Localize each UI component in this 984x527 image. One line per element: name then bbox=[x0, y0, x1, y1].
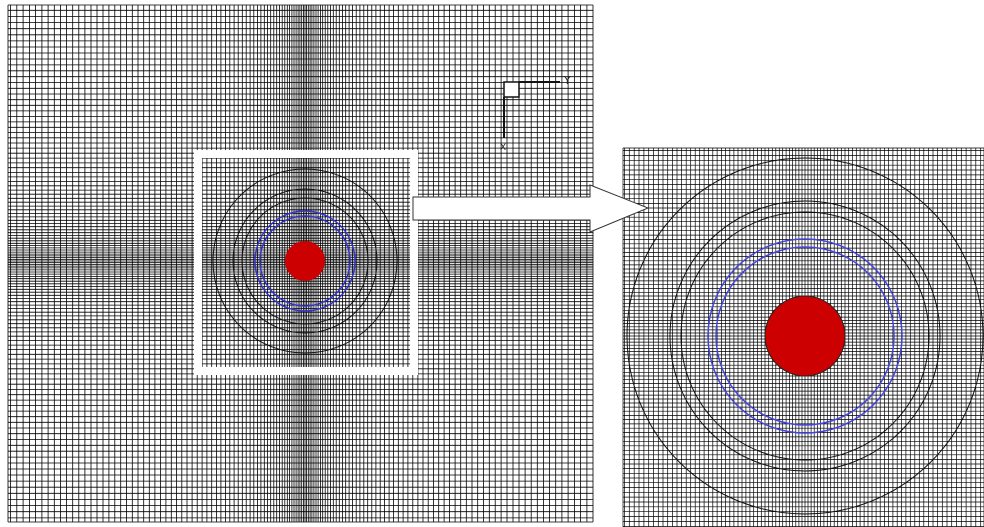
cylinder-zoomed bbox=[764, 295, 846, 377]
ring-blue bbox=[254, 210, 356, 312]
ring-blue bbox=[707, 238, 903, 434]
left-rings bbox=[212, 168, 398, 354]
zoom-arrow bbox=[412, 184, 650, 233]
axis-label-x: X bbox=[500, 143, 506, 153]
cylinder bbox=[285, 241, 325, 281]
ring bbox=[626, 157, 984, 515]
ring bbox=[241, 197, 369, 325]
axis-label-y: Y bbox=[563, 74, 571, 87]
axis-triad: Y X bbox=[500, 74, 571, 153]
ring bbox=[669, 200, 941, 472]
ring bbox=[232, 188, 378, 334]
zoom-box bbox=[194, 150, 418, 375]
ring bbox=[680, 211, 930, 461]
triad-origin bbox=[503, 81, 520, 98]
ring-blue bbox=[715, 246, 895, 426]
ring bbox=[212, 168, 398, 354]
right-rings bbox=[626, 157, 984, 515]
ring-blue bbox=[259, 215, 351, 307]
